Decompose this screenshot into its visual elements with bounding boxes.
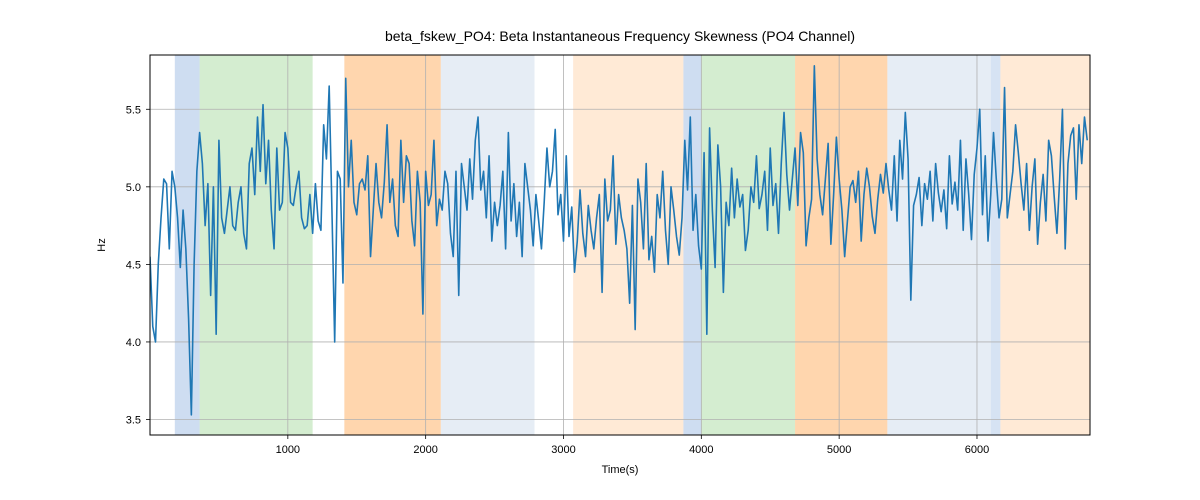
shaded-region (795, 55, 887, 435)
xtick-label: 2000 (413, 444, 437, 456)
x-axis-label: Time(s) (602, 464, 639, 476)
ytick-label: 4.0 (126, 337, 141, 349)
ytick-label: 4.5 (126, 259, 141, 271)
xtick-label: 1000 (276, 444, 300, 456)
y-axis-label: Hz (96, 238, 108, 251)
chart-container: 1000 2000 3000 4000 5000 6000 3.5 4.0 4.5 5.0 5.5 T… (0, 0, 1200, 500)
shaded-region (441, 55, 535, 435)
xtick-label: 4000 (689, 444, 713, 456)
shaded-region (991, 55, 1001, 435)
line-chart: 1000 2000 3000 4000 5000 6000 3.5 4.0 4.5 5.0 5.5 T… (0, 0, 1200, 500)
xtick-label: 5000 (827, 444, 851, 456)
xtick-label: 6000 (965, 444, 989, 456)
shaded-region (1000, 55, 1090, 435)
xtick-label: 3000 (551, 444, 575, 456)
shaded-region (344, 55, 440, 435)
chart-title: beta_fskew_PO4: Beta Instantaneous Frequ… (385, 28, 855, 44)
shaded-region (200, 55, 313, 435)
shaded-regions (175, 55, 1090, 435)
ytick-label: 5.0 (126, 182, 141, 194)
ytick-label: 3.5 (126, 414, 141, 426)
shaded-region (887, 55, 990, 435)
ytick-label: 5.5 (126, 104, 141, 116)
